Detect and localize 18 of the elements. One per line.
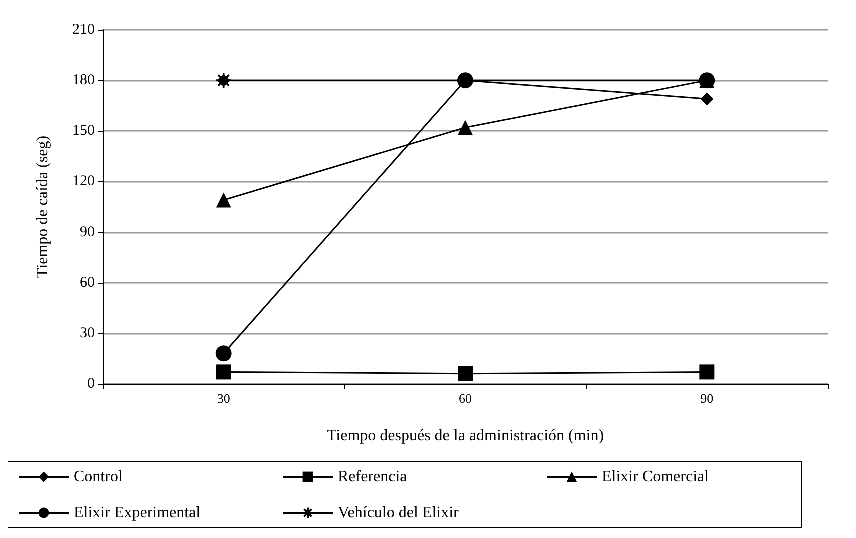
y-tick-label: 30 <box>80 325 95 342</box>
x-tick-label: 30 <box>217 391 230 406</box>
legend-label: Elixir Comercial <box>602 468 710 486</box>
legend-label: Control <box>74 468 124 486</box>
legend-label: Elixir Experimental <box>74 504 202 522</box>
x-tick-label: 90 <box>700 391 714 406</box>
y-tick-label: 180 <box>72 72 95 89</box>
x-tick-label: 60 <box>459 391 472 406</box>
x-axis-title: Tiempo después de la administración (min) <box>326 428 604 444</box>
legend-label: Referencia <box>338 468 408 486</box>
y-tick-label: 60 <box>80 274 95 291</box>
y-tick-label: 0 <box>88 376 95 392</box>
y-tick-label: 210 <box>72 22 95 38</box>
y-tick-label: 120 <box>72 174 95 190</box>
y-tick-label: 150 <box>72 123 95 140</box>
y-tick-label: 90 <box>80 224 95 240</box>
y-axis-title: Tiempo de caída (seg) <box>34 136 52 278</box>
legend-label: Vehículo del Elixir <box>338 504 460 522</box>
